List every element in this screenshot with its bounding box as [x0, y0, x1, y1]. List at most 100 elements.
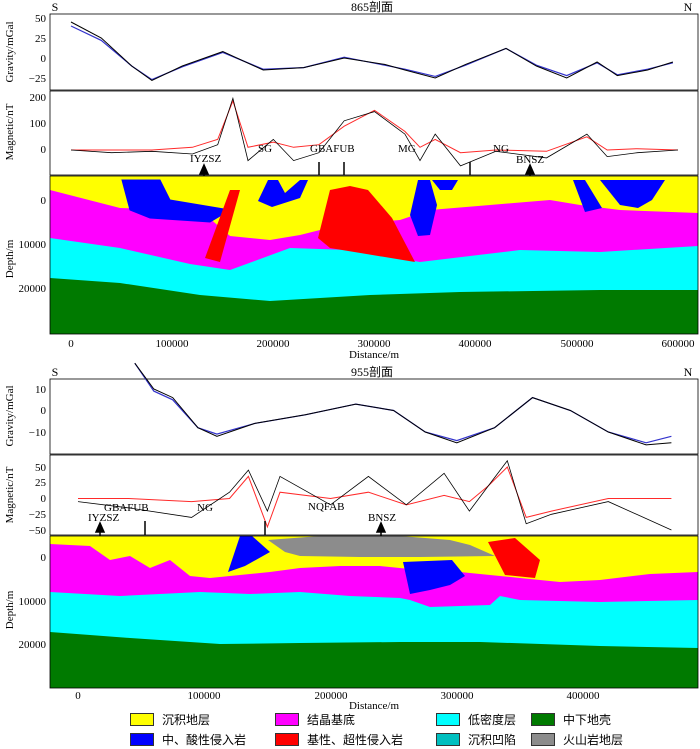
- legend-swatch-volcanic: [531, 733, 555, 746]
- s955-depth-ylabel: Depth/m: [4, 590, 16, 629]
- s955-magnetic-ytick-0: 0: [41, 493, 47, 505]
- s955-depth-ytick-0: 0: [41, 552, 47, 564]
- figure-canvas: 865剖面 S N Gravity/mGal 50 25 0 −25 Magne…: [4, 0, 699, 710]
- s865-depth-yticks: 0 10000 20000: [19, 195, 47, 295]
- s865-acid-intrusion-2: [258, 180, 308, 207]
- legend-label: 低密度层: [468, 713, 517, 727]
- s865-acid-intrusion-4: [432, 180, 458, 190]
- s865-basic-intrusion-2: [318, 186, 415, 262]
- s865-xtick: 100000: [156, 338, 190, 350]
- s865-magnetic-ytick-100: 100: [30, 118, 47, 130]
- s865-magnetic-calculated-line: [71, 99, 679, 154]
- s865-basic-intrusion-1: [205, 190, 240, 262]
- s955-magnetic-calculated-line: [78, 466, 672, 529]
- s865-gravity-yticks: 50 25 0 −25: [29, 13, 47, 85]
- s865-magnetic-ytick-0: 0: [41, 144, 47, 156]
- s865-gravity-frame: [49, 13, 699, 91]
- s865-gravity-ylabel: Gravity/mGal: [4, 21, 16, 82]
- s865-title: 865剖面: [351, 0, 393, 14]
- s865-gravity-ytick-m25: −25: [29, 73, 47, 85]
- s865-depth-ytick-0: 0: [41, 195, 47, 207]
- legend-label: 沉积凹陷: [468, 733, 517, 747]
- s865-xtick: 600000: [662, 338, 696, 350]
- s865-fault-markers: [318, 162, 471, 175]
- s865-xtick: 400000: [459, 338, 493, 350]
- s955-gravity-calculated-line: [134, 362, 672, 444]
- s865-label-gbafub: GBAFUB: [310, 143, 355, 155]
- s955-label-ng: NG: [197, 502, 213, 514]
- s865-depth-ylabel: Depth/m: [4, 239, 16, 278]
- s955-label-bnsz: BNSZ: [368, 512, 396, 524]
- s865-depth-ytick-20000: 20000: [19, 283, 47, 295]
- s865-depth-model: [50, 176, 698, 334]
- s955-gravity-yticks: 10 0 −10: [29, 384, 47, 439]
- s955-magnetic-frame: [49, 454, 699, 536]
- s955-gravity-ylabel: Gravity/mGal: [4, 385, 16, 446]
- s865-depth-frame: [49, 175, 699, 335]
- legend-label: 沉积地层: [162, 713, 211, 727]
- s955-xticks: 0 100000 200000 300000 400000: [75, 690, 600, 702]
- s955-depth-model: [50, 536, 698, 688]
- legend-label: 火山岩地层: [563, 733, 624, 747]
- s865-xtick: 200000: [257, 338, 291, 350]
- legend-swatch-basin: [436, 733, 460, 746]
- s955-acid-intrusion-2: [403, 560, 465, 594]
- s865-xtick: 500000: [561, 338, 595, 350]
- s955-xlabel: Distance/m: [349, 700, 400, 710]
- s865-magnetic-ytick-200: 200: [30, 92, 47, 104]
- s955-xtick: 200000: [315, 690, 349, 702]
- s955-xtick: 400000: [567, 690, 601, 702]
- legend-swatch-sedimentary: [130, 713, 154, 726]
- s955-right-label: N: [684, 365, 693, 379]
- s955-label-nqfab: NQFAB: [308, 501, 344, 513]
- s955-left-label: S: [52, 365, 59, 379]
- s955-magnetic-observed-line: [77, 459, 672, 531]
- s865-gravity-ytick-0: 0: [41, 53, 47, 65]
- s865-label-mg: MG: [398, 143, 416, 155]
- s865-gravity-ytick-25: 25: [35, 33, 47, 45]
- s955-magnetic-yticks: 50 25 0 −25 −50: [29, 462, 47, 537]
- s955-xtick: 100000: [188, 690, 222, 702]
- s955-magnetic-ytick-25: 25: [35, 477, 47, 489]
- s955-gravity-ytick-0: 0: [41, 405, 47, 417]
- s865-xtick: 0: [68, 338, 74, 350]
- s865-acid-intrusion-6: [600, 180, 665, 208]
- s955-fault-markers: [144, 521, 266, 535]
- section-865: 865剖面 S N Gravity/mGal 50 25 0 −25 Magne…: [4, 0, 699, 361]
- s955-basic-intrusion: [488, 538, 540, 578]
- legend-label: 中、酸性侵入岩: [162, 733, 247, 747]
- s865-xlabel: Distance/m: [349, 349, 400, 361]
- s865-acid-intrusion-1: [121, 179, 232, 223]
- s955-depth-frame: [49, 535, 699, 689]
- s955-depth-yticks: 0 10000 20000: [19, 552, 47, 651]
- s865-left-label: S: [52, 0, 59, 14]
- s865-magnetic-yticks: 200 100 0: [30, 92, 47, 156]
- legend-label: 基性、超性侵入岩: [307, 733, 404, 747]
- s865-depth-ytick-10000: 10000: [19, 239, 47, 251]
- s865-magnetic-ylabel: Magnetic/nT: [4, 103, 16, 160]
- s865-acid-intrusion-3: [410, 180, 437, 236]
- legend-label: 中下地壳: [563, 713, 612, 727]
- legend-swatch-basic-intrusion: [275, 733, 299, 746]
- s865-magnetic-observed-line: [70, 96, 679, 167]
- s955-gravity-observed-line: [134, 362, 672, 446]
- s955-acid-intrusion-1: [228, 536, 270, 572]
- s955-magnetic-ytick-m50: −50: [29, 525, 47, 537]
- s955-xtick: 0: [75, 690, 81, 702]
- s865-magnetic-frame: [49, 90, 699, 176]
- s865-label-bnsz: BNSZ: [516, 154, 544, 166]
- legend-swatch-acid-intrusion: [130, 733, 154, 746]
- s955-magnetic-ytick-m25: −25: [29, 509, 47, 521]
- s955-title: 955剖面: [351, 365, 393, 379]
- s865-gravity-ytick-50: 50: [35, 13, 47, 25]
- s865-label-sg: SG: [258, 143, 272, 155]
- s955-xtick: 300000: [441, 690, 475, 702]
- legend-label: 结晶基底: [307, 713, 356, 727]
- s865-gravity-calculated-line: [70, 25, 674, 81]
- s955-label-gbafub: GBAFUB: [104, 502, 149, 514]
- s955-gravity-ytick-10: 10: [35, 384, 47, 396]
- s955-gravity-frame: [49, 378, 699, 455]
- s955-label-iyzsz: IYZSZ: [88, 512, 119, 524]
- s955-volcanic-layer: [268, 536, 495, 557]
- legend-swatch-low-density: [436, 713, 460, 726]
